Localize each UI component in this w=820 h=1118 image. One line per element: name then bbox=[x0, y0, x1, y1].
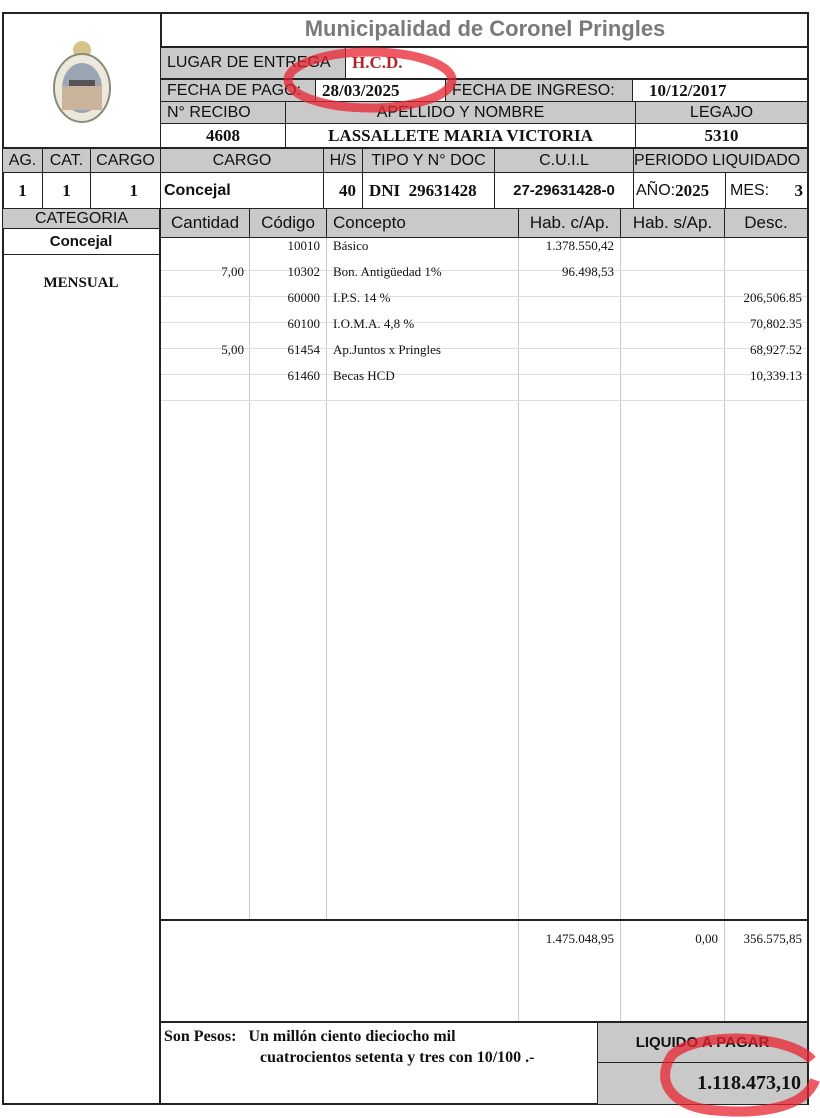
row-cantidad bbox=[160, 363, 244, 389]
total-desc: 356.575,85 bbox=[743, 931, 803, 946]
nombre-label: APELLIDO Y NOMBRE bbox=[285, 101, 636, 124]
cuil-value: 27-29631428-0 bbox=[494, 172, 634, 209]
row-concepto: I.P.S. 14 % bbox=[333, 290, 391, 305]
row-hab-sap bbox=[620, 233, 718, 259]
row-codigo: 61454 bbox=[287, 342, 321, 357]
son-pesos-line2: cuatrocientos setenta y tres con 10/100 … bbox=[260, 1049, 535, 1066]
row-concepto: I.O.M.A. 4,8 % bbox=[333, 316, 415, 331]
row-desc: 70,802.35 bbox=[750, 316, 802, 331]
row-desc bbox=[724, 233, 802, 259]
row-codigo: 60000 bbox=[287, 290, 321, 305]
cargo-value: Concejal bbox=[160, 172, 324, 209]
mes-field: MES: 3 bbox=[725, 172, 808, 209]
row-desc bbox=[724, 259, 802, 285]
lugar-value: H.C.D. bbox=[345, 47, 808, 79]
col-desc: Desc. bbox=[724, 208, 808, 238]
cat-header: CAT. bbox=[42, 148, 91, 173]
row-cantidad bbox=[160, 311, 244, 337]
mes-label: MES: bbox=[730, 181, 770, 199]
anio-label: AÑO: bbox=[636, 181, 676, 199]
nombre-value: LASSALLETE MARIA VICTORIA bbox=[285, 123, 636, 148]
row-hab-cap: 96.498,53 bbox=[562, 264, 614, 279]
total-hab-cap: 1.475.048,95 bbox=[545, 931, 614, 946]
doc-header: TIPO Y N° DOC bbox=[362, 148, 495, 173]
son-pesos-label: Son Pesos: bbox=[164, 1028, 237, 1045]
periodo-header: PERIODO LIQUIDADO bbox=[633, 148, 808, 173]
municipal-emblem bbox=[4, 14, 159, 147]
col-hab-cap: Hab. c/Ap. bbox=[518, 208, 621, 238]
recibo-value: 4608 bbox=[160, 123, 286, 148]
cat-value: 1 bbox=[42, 172, 91, 209]
fecha-pago-label: FECHA DE PAGO: bbox=[160, 79, 316, 102]
row-concepto: Bon. Antigüedad 1% bbox=[333, 264, 442, 279]
row-cantidad bbox=[160, 285, 244, 311]
row-cantidad: 5,00 bbox=[221, 342, 244, 357]
row-hab-cap bbox=[518, 285, 614, 311]
ag-header: AG. bbox=[2, 148, 43, 173]
ag-value: 1 bbox=[2, 172, 43, 209]
categoria-label: CATEGORIA bbox=[2, 208, 161, 229]
page-title: Municipalidad de Coronel Pringles bbox=[160, 12, 808, 47]
mes-value: 3 bbox=[794, 180, 804, 200]
liquido-value: 1.118.473,10 bbox=[597, 1062, 808, 1105]
col-codigo: Código bbox=[249, 208, 327, 238]
col-concepto: Concepto bbox=[326, 208, 519, 238]
row-codigo: 10010 bbox=[287, 238, 321, 253]
row-concepto: Becas HCD bbox=[333, 368, 395, 383]
categoria-value: Concejal bbox=[2, 229, 160, 255]
lugar-label: LUGAR DE ENTREGA bbox=[160, 47, 346, 79]
categoria-tipo: MENSUAL bbox=[43, 274, 119, 291]
row-desc: 206,506.85 bbox=[743, 290, 803, 305]
row-codigo: 61460 bbox=[287, 368, 321, 383]
row-cantidad: 7,00 bbox=[221, 264, 244, 279]
cargo-num-header: CARGO bbox=[90, 148, 161, 173]
fecha-pago-value: 28/03/2025 bbox=[315, 79, 446, 102]
row-hab-cap bbox=[518, 311, 614, 337]
son-pesos-line1: Un millón ciento dieciocho mil bbox=[248, 1028, 456, 1045]
cargo-num-value: 1 bbox=[90, 172, 161, 209]
anio-value: 2025 bbox=[675, 180, 710, 200]
fecha-ingreso-value: 10/12/2017 bbox=[632, 79, 808, 102]
row-codigo: 10302 bbox=[287, 264, 321, 279]
row-concepto: Ap.Juntos x Pringles bbox=[333, 342, 441, 357]
doc-value: DNI 29631428 bbox=[362, 172, 495, 209]
receipt-frame bbox=[2, 12, 809, 1105]
son-pesos: Son Pesos: Un millón ciento dieciocho mi… bbox=[164, 1026, 594, 1082]
recibo-label: N° RECIBO bbox=[160, 101, 286, 124]
row-hab-cap: 1.378.550,42 bbox=[545, 238, 614, 253]
row-hab-sap bbox=[620, 311, 718, 337]
legajo-label: LEGAJO bbox=[635, 101, 808, 124]
row-hab-cap bbox=[518, 337, 614, 363]
row-hab-cap bbox=[518, 363, 614, 389]
legajo-value: 5310 bbox=[635, 123, 808, 148]
row-hab-sap bbox=[620, 363, 718, 389]
row-hab-sap bbox=[620, 285, 718, 311]
hs-value: 40 bbox=[323, 172, 363, 209]
coat-of-arms-icon bbox=[52, 40, 111, 123]
cargo-header: CARGO bbox=[160, 148, 324, 173]
hs-header: H/S bbox=[323, 148, 363, 173]
cuil-header: C.U.I.L bbox=[494, 148, 634, 173]
row-concepto: Básico bbox=[333, 238, 369, 253]
row-cantidad bbox=[160, 233, 244, 259]
row-codigo: 60100 bbox=[287, 316, 321, 331]
row-desc: 68,927.52 bbox=[750, 342, 802, 357]
row-hab-sap bbox=[620, 259, 718, 285]
liquido-label: LIQUIDO A PAGAR bbox=[597, 1022, 808, 1063]
row-desc: 10,339.13 bbox=[750, 368, 802, 383]
total-hab-sap: 0,00 bbox=[695, 931, 718, 946]
row-hab-sap bbox=[620, 337, 718, 363]
anio-field: AÑO: 2025 bbox=[633, 172, 726, 209]
fecha-ingreso-label: FECHA DE INGRESO: bbox=[445, 79, 633, 102]
col-hab-sap: Hab. s/Ap. bbox=[620, 208, 725, 238]
